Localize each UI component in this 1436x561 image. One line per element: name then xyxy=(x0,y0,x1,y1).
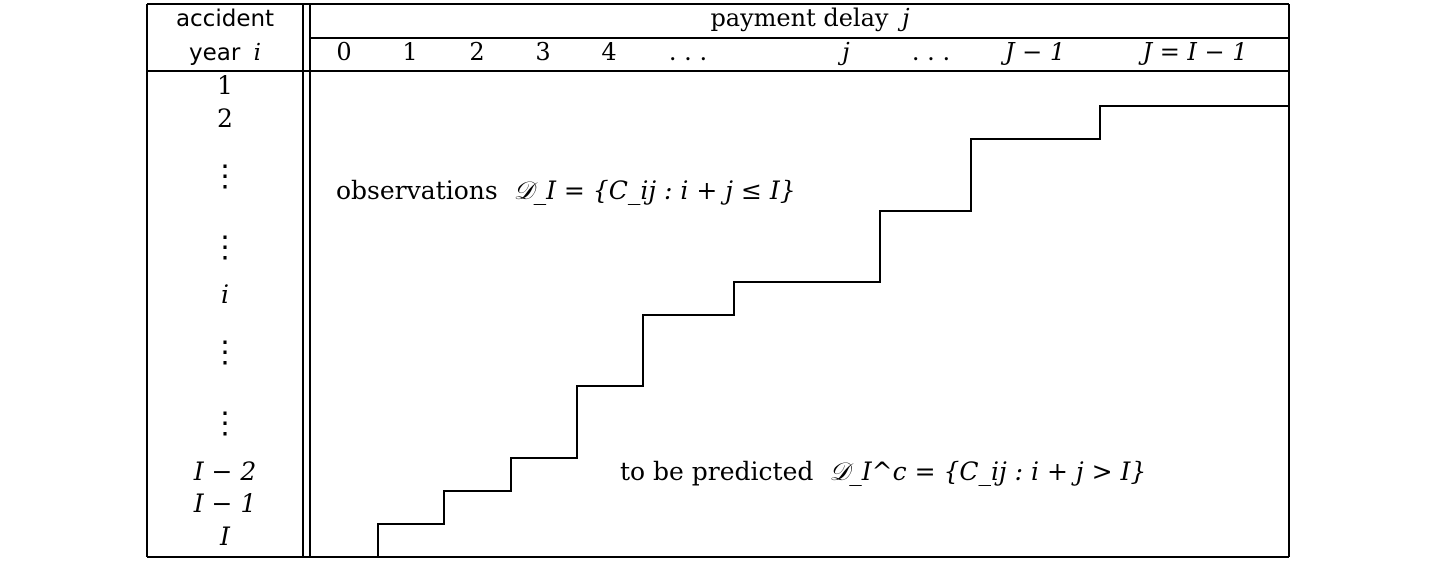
row-header-year-word: year xyxy=(189,40,241,66)
col-header-payment-delay: payment delay j xyxy=(710,4,910,32)
row-ellipsis-6: ⋮ xyxy=(210,406,240,441)
delay-label-3: 3 xyxy=(535,38,550,66)
row-header-year-var: i xyxy=(254,40,261,66)
staircase-boundary xyxy=(377,105,1289,557)
delay-label-0: 0 xyxy=(336,38,351,66)
row-ellipsis-3: ⋮ xyxy=(210,230,240,265)
delay-label-4: 4 xyxy=(601,38,616,66)
predicted-formula: 𝒟_I^c = {C_ij : i + j > I} xyxy=(829,457,1146,486)
observations-label: observations 𝒟_I = {C_ij : i + j ≤ I} xyxy=(336,176,796,205)
delay-label-6: j xyxy=(837,38,850,66)
col-header-var: j xyxy=(897,4,910,32)
delay-label-2: 2 xyxy=(469,38,484,66)
row-ellipsis-5: ⋮ xyxy=(210,335,240,370)
row-label-4: i xyxy=(221,280,229,309)
predicted-label: to be predicted 𝒟_I^c = {C_ij : i + j > … xyxy=(620,457,1146,486)
delay-label-9: J = I − 1 xyxy=(1137,38,1247,66)
row-label-8: I − 1 xyxy=(193,489,257,518)
row-label-9: I xyxy=(219,522,231,551)
row-label-7: I − 2 xyxy=(193,457,257,486)
delay-labels: 0 1 2 3 4 . . . j . . . J − 1 J = I − 1 xyxy=(336,38,1247,66)
row-label-1: 2 xyxy=(217,104,233,133)
predicted-text: to be predicted xyxy=(620,457,813,486)
row-label-0: 1 xyxy=(217,71,233,100)
col-header-text: payment delay xyxy=(710,4,888,32)
delay-label-1: 1 xyxy=(402,38,417,66)
row-ellipsis-2: ⋮ xyxy=(210,159,240,194)
observations-text: observations xyxy=(336,176,498,205)
row-labels: 1 2 ⋮ ⋮ i ⋮ ⋮ I − 2 I − 1 I xyxy=(193,71,257,551)
row-header-accident: accident xyxy=(176,6,274,32)
delay-label-7: . . . xyxy=(912,38,950,66)
observations-formula: 𝒟_I = {C_ij : i + j ≤ I} xyxy=(514,176,796,205)
table-frame xyxy=(146,3,1290,558)
delay-label-5: . . . xyxy=(669,38,707,66)
delay-label-8: J − 1 xyxy=(1000,38,1065,66)
row-header-year: year i xyxy=(189,40,261,66)
